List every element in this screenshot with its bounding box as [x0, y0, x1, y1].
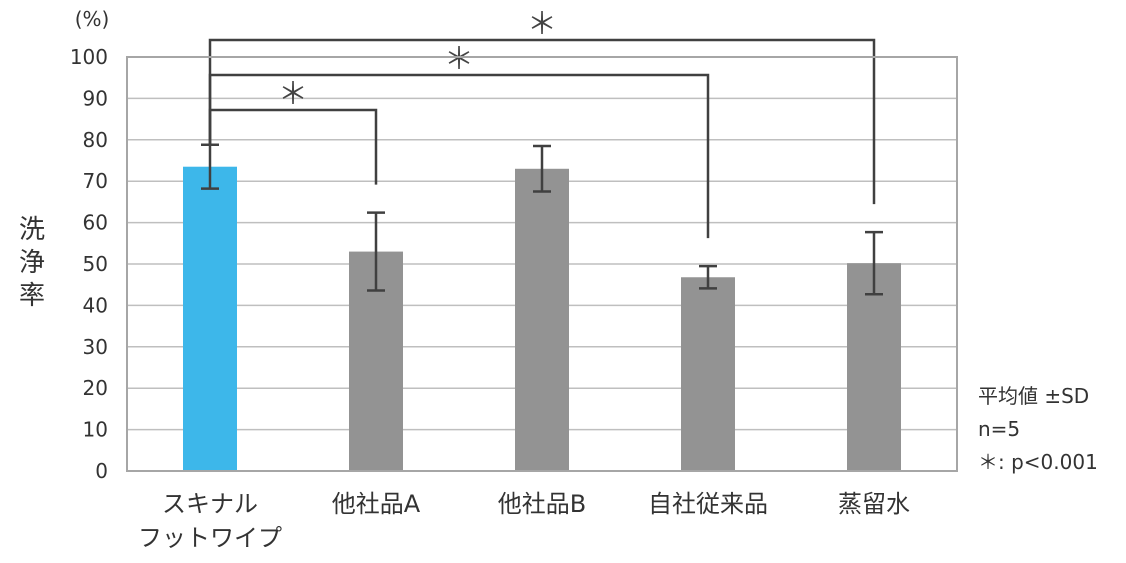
x-category-label: 自社従来品 — [648, 490, 768, 518]
x-category-label: 他社品B — [498, 490, 586, 518]
bars — [183, 166, 901, 471]
y-tick-label: 10 — [83, 418, 108, 442]
y-tick-label: 100 — [70, 45, 108, 69]
bar — [847, 263, 901, 471]
y-tick-label: 70 — [83, 169, 108, 193]
bar — [681, 277, 735, 471]
error-bar — [367, 211, 385, 292]
legend-note: ＊: p<0.001 — [978, 450, 1098, 474]
significance-star: ＊ — [527, 7, 557, 42]
plot-frame — [126, 56, 958, 472]
bracket-line — [208, 38, 876, 205]
y-tick-label: 0 — [95, 459, 108, 483]
y-axis-label: 洗浄率 — [19, 215, 45, 311]
error-bar — [699, 264, 717, 290]
error-bar — [533, 144, 551, 193]
x-category-label: スキナル — [162, 490, 258, 518]
legend-note: 平均値 ±SD — [978, 384, 1089, 408]
y-axis-ticks: 0 10 20 30 40 50 60 70 80 90 100 — [70, 45, 108, 483]
y-tick-label: 20 — [83, 376, 108, 400]
y-axis-unit: (%) — [75, 7, 110, 31]
x-category-label: 他社品A — [332, 490, 421, 518]
legend-note: n=5 — [978, 417, 1020, 441]
error-bars — [201, 143, 883, 296]
significance-bracket: ＊ — [208, 7, 876, 205]
y-tick-label: 30 — [83, 335, 108, 359]
y-axis-label-char: 浄 — [19, 248, 45, 278]
y-tick-label: 80 — [83, 128, 108, 152]
y-tick-label: 40 — [83, 293, 108, 317]
y-tick-label: 60 — [83, 211, 108, 235]
significance-star: ＊ — [444, 42, 474, 77]
x-category-label: フットワイプ — [138, 524, 282, 552]
y-axis-label-char: 洗 — [19, 215, 45, 245]
legend-notes: 平均値 ±SD n=5 ＊: p<0.001 — [978, 384, 1098, 474]
y-tick-label: 50 — [83, 252, 108, 276]
bar — [183, 166, 237, 471]
y-tick-label: 90 — [83, 86, 108, 110]
error-bar — [865, 230, 883, 296]
y-axis-label-char: 率 — [19, 281, 45, 311]
bar — [515, 168, 569, 471]
significance-brackets: ＊ ＊ ＊ — [208, 7, 876, 239]
x-category-label: 蒸留水 — [838, 490, 910, 518]
significance-star: ＊ — [278, 77, 308, 112]
